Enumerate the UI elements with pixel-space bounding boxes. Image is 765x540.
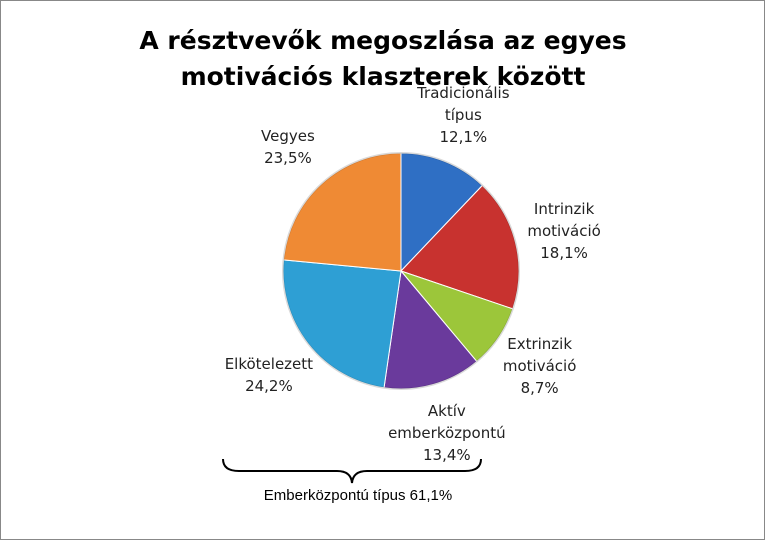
slice-label: Aktív emberközpontú 13,4% bbox=[382, 400, 512, 466]
category-label: Extrinzik motiváció bbox=[502, 334, 577, 375]
pie-slice bbox=[400, 184, 520, 310]
slice-label: Elkötelezett 24,2% bbox=[204, 353, 334, 397]
slice-label: Vegyes 23,5% bbox=[223, 125, 353, 169]
category-label: Elkötelezett bbox=[224, 354, 314, 373]
pie-slice bbox=[383, 269, 478, 390]
value-label: 18,1% bbox=[540, 243, 588, 262]
slice-label: Extrinzik motiváció 8,7% bbox=[475, 333, 605, 399]
pie-slice bbox=[282, 259, 402, 389]
category-label: Tradicionális típus bbox=[417, 83, 510, 124]
category-label: Intrinzik motiváció bbox=[527, 199, 601, 240]
annotation: Emberközpontú típus 61,1% bbox=[263, 487, 453, 504]
value-label: 12,1% bbox=[439, 127, 488, 146]
category-label: Aktív emberközpontú bbox=[388, 401, 506, 442]
category-label: Vegyes bbox=[261, 126, 315, 145]
pie-shade bbox=[282, 152, 520, 390]
slice-label: Intrinzik motiváció 18,1% bbox=[499, 198, 629, 264]
chart-title: A résztvevők megoszlása az egyes motivác… bbox=[139, 26, 627, 91]
value-label: 23,5% bbox=[264, 148, 312, 167]
brace bbox=[222, 458, 482, 484]
slice-label: Tradicionális típus 12,1% bbox=[398, 82, 528, 148]
value-label: 24,2% bbox=[245, 376, 293, 395]
pie-slice bbox=[400, 152, 484, 273]
value-label: 13,4% bbox=[423, 445, 471, 464]
pie-slice bbox=[282, 152, 402, 272]
value-label: 8,7% bbox=[520, 378, 559, 397]
